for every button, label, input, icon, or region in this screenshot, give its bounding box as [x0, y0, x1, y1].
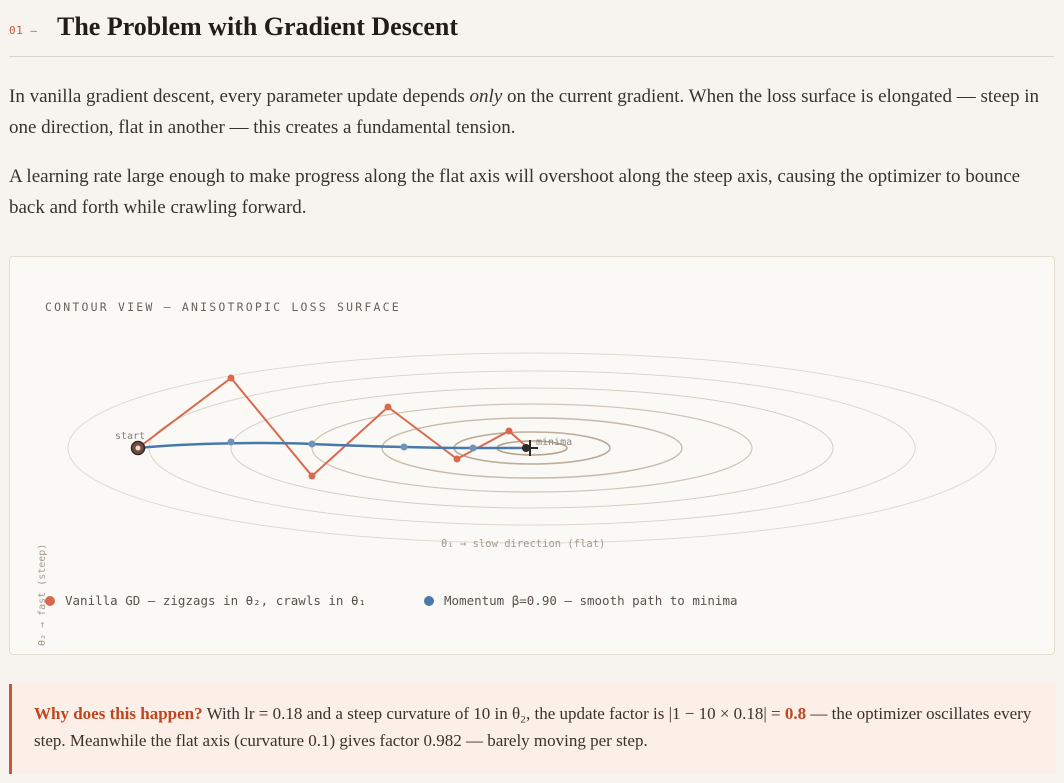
momentum-point: [308, 440, 316, 448]
intro-paragraph-1: In vanilla gradient descent, every param…: [9, 86, 1040, 138]
momentum-point: [227, 438, 235, 446]
legend-momentum: Momentum β=0.90 — smooth path to minima: [424, 593, 738, 608]
figure-title: CONTOUR VIEW — ANISOTROPIC LOSS SURFACE: [45, 300, 401, 314]
contour-ring: [230, 387, 834, 509]
legend-vanilla: Vanilla GD — zigzags in θ₂, crawls in θ₁: [45, 593, 366, 608]
momentum-point: [469, 444, 477, 452]
callout-question: Why does this happen?: [34, 704, 203, 723]
contour-plot: start minima θ₁ → slow direction (flat): [67, 352, 997, 550]
momentum-path: [137, 438, 528, 452]
vanilla-gd-path: [137, 374, 529, 480]
contour-ring: [67, 352, 997, 544]
legend-momentum-swatch: [424, 596, 434, 606]
minima-label: minima: [536, 437, 572, 448]
contour-ring: [381, 417, 683, 479]
section-number: 01 –: [9, 24, 38, 37]
contour-ring: [311, 403, 753, 493]
momentum-point: [400, 443, 408, 451]
vanilla-point: [505, 427, 513, 435]
x-axis-label: θ₁ → slow direction (flat): [441, 538, 605, 550]
explanation-callout: Why does this happen? With lr = 0.18 and…: [9, 684, 1056, 774]
intro-paragraph-2: A learning rate large enough to make pro…: [9, 166, 1021, 218]
vanilla-point: [308, 472, 316, 480]
emphasis-only: only: [469, 86, 503, 107]
legend-vanilla-swatch: [45, 596, 55, 606]
section-title: The Problem with Gradient Descent: [57, 12, 459, 41]
start-label: start: [115, 431, 145, 442]
vanilla-point: [384, 403, 392, 411]
callout-highlight: 0.8: [784, 704, 807, 723]
vanilla-point: [227, 374, 235, 382]
contour-figure-card: CONTOUR VIEW — ANISOTROPIC LOSS SURFACE …: [9, 256, 1055, 655]
section-header: 01 – The Problem with Gradient Descent: [9, 8, 1054, 57]
callout-text: Why does this happen? With lr = 0.18 and…: [34, 704, 1032, 750]
minima-marker: minima: [522, 437, 572, 456]
start-marker: start: [115, 431, 146, 456]
vanilla-point: [453, 455, 461, 463]
